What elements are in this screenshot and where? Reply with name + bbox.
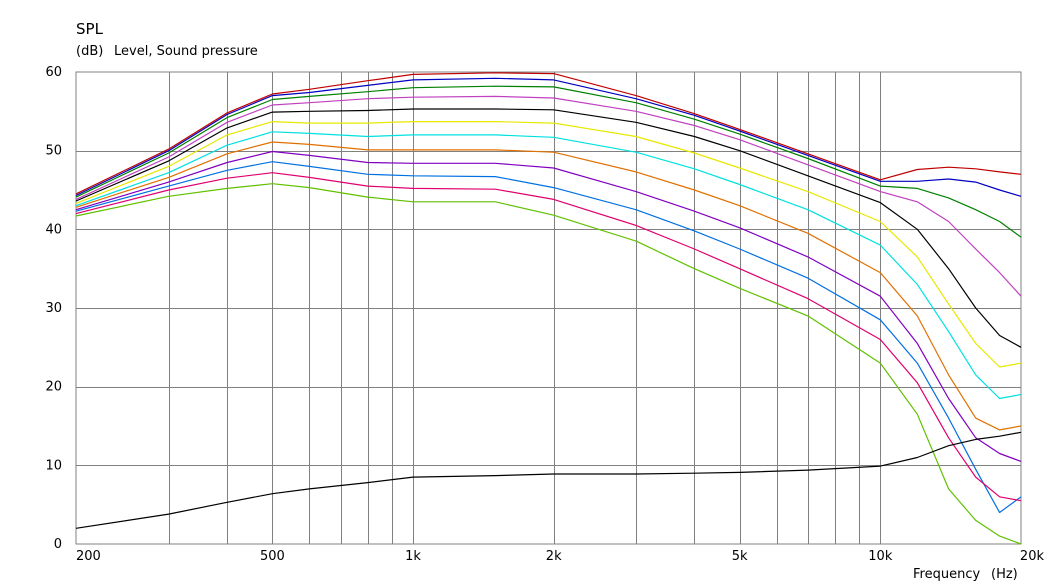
x-tick-label: 2k	[546, 549, 562, 564]
y-tick-label: 50	[45, 144, 62, 159]
series-line-4	[75, 95, 1022, 297]
y-tick-label: 60	[45, 65, 62, 80]
x-axis-label-unit: (Hz)	[991, 567, 1018, 582]
series-line-10	[75, 161, 1022, 514]
series-line-5	[75, 108, 1022, 348]
grid	[76, 72, 1021, 544]
chart-subtitle-unit: (dB)	[76, 44, 103, 59]
x-tick-label: 20k	[1020, 549, 1045, 564]
y-tick-label: 10	[45, 458, 62, 473]
series-line-9	[75, 150, 1022, 462]
series-line-7	[75, 131, 1022, 400]
series-line-6	[75, 120, 1022, 368]
series-line-8	[75, 141, 1022, 431]
chart-title: SPL	[76, 20, 104, 38]
y-tick-label: 40	[45, 222, 62, 237]
y-tick-label: 0	[54, 537, 62, 552]
series-line-11	[75, 172, 1022, 502]
series-line-3	[75, 85, 1022, 238]
y-tick-label: 30	[45, 301, 62, 316]
series-line-2	[75, 77, 1022, 197]
x-tick-label: 5k	[732, 549, 748, 564]
y-tick-label: 20	[45, 380, 62, 395]
x-tick-label: 1k	[405, 549, 421, 564]
series-group	[75, 72, 1022, 545]
x-axis-label-text: Frequency	[913, 567, 980, 582]
series-line-13	[75, 431, 1022, 529]
x-tick-label: 10k	[868, 549, 893, 564]
x-axis-ticks: 200 500 1k 2k 5k 10k 20k	[76, 549, 1044, 564]
x-tick-label: 200	[76, 549, 101, 564]
chart-subtitle-text: Level, Sound pressure	[114, 44, 258, 59]
x-tick-label: 500	[260, 549, 285, 564]
series-line-12	[75, 183, 1022, 545]
series-line-1	[75, 72, 1022, 195]
y-axis-ticks: 0 10 20 30 40 50 60	[45, 65, 62, 552]
